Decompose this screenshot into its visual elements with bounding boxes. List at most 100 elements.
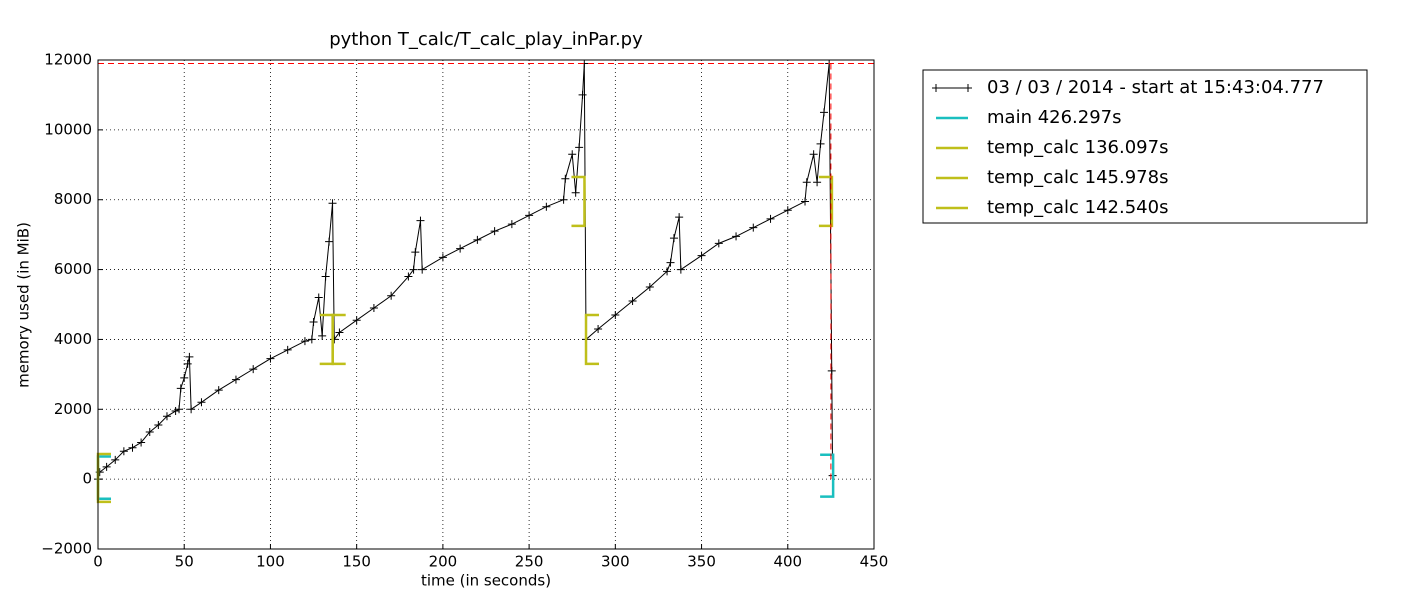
marker (176, 384, 185, 393)
marker (162, 412, 171, 421)
marker (666, 258, 675, 267)
x-tick-label: 50 (175, 553, 194, 571)
marker (801, 197, 810, 206)
marker (507, 220, 516, 229)
marker (575, 143, 584, 152)
legend-label: 03 / 03 / 2014 - start at 15:43:04.777 (987, 77, 1324, 98)
marker (409, 265, 418, 274)
y-tick-label: −2000 (41, 540, 92, 558)
function-bracket (820, 453, 835, 498)
marker (411, 248, 420, 257)
marker (266, 354, 275, 363)
y-tick-label: 2000 (54, 400, 92, 418)
marker (309, 317, 318, 326)
marker (568, 150, 577, 159)
marker (809, 150, 818, 159)
marker (675, 213, 684, 222)
marker (180, 373, 189, 382)
y-axis-label: memory used (in MiB) (15, 222, 33, 388)
marker (561, 174, 570, 183)
x-tick-label: 100 (256, 553, 285, 571)
function-bracket (571, 175, 586, 228)
marker (183, 359, 192, 368)
y-tick-label: 10000 (44, 120, 92, 138)
marker (697, 251, 706, 260)
marker (783, 206, 792, 215)
marker (102, 462, 111, 471)
marker (473, 235, 482, 244)
marker (749, 223, 758, 232)
marker (314, 293, 323, 302)
marker (352, 316, 361, 325)
marker (766, 214, 775, 223)
marker (827, 366, 836, 375)
marker (438, 253, 447, 262)
marker (369, 303, 378, 312)
x-tick-label: 300 (601, 553, 630, 571)
function-bracket (584, 313, 600, 366)
marker (300, 337, 309, 346)
marker (318, 331, 327, 340)
marker (325, 237, 334, 246)
marker (171, 407, 180, 416)
marker (418, 265, 427, 274)
marker (594, 324, 603, 333)
y-tick-label: 0 (82, 470, 92, 488)
x-axis-label: time (in seconds) (421, 572, 551, 590)
marker (187, 405, 196, 414)
marker (231, 375, 240, 384)
function-bracket (818, 175, 834, 228)
marker (816, 139, 825, 148)
legend-label: temp_calc 142.540s (987, 197, 1168, 218)
marker (119, 447, 128, 456)
marker (802, 178, 811, 187)
marker (676, 265, 685, 274)
function-bracket (96, 455, 111, 500)
memory-line (97, 63, 834, 480)
x-tick-label: 450 (860, 553, 889, 571)
legend-label: temp_calc 136.097s (987, 137, 1168, 158)
marker (611, 310, 620, 319)
marker (542, 202, 551, 211)
y-tick-label: 8000 (54, 190, 92, 208)
marker (111, 455, 120, 464)
x-tick-label: 350 (687, 553, 716, 571)
marker (404, 272, 413, 281)
marker (175, 405, 184, 414)
marker (813, 178, 822, 187)
marker (416, 216, 425, 225)
marker (628, 297, 637, 306)
marker (578, 90, 587, 99)
marker (456, 244, 465, 253)
marker (571, 188, 580, 197)
marker (714, 239, 723, 248)
marker (197, 398, 206, 407)
marker (185, 352, 194, 361)
marker (214, 386, 223, 395)
legend-label: temp_calc 145.978s (987, 167, 1168, 188)
legend-label: main 426.297s (987, 107, 1122, 128)
function-bracket (331, 313, 346, 366)
legend-marker (964, 84, 972, 92)
marker (335, 328, 344, 337)
marker (645, 283, 654, 292)
x-tick-label: 400 (773, 553, 802, 571)
marker (328, 199, 337, 208)
y-tick-label: 12000 (44, 51, 92, 69)
x-tick-label: 150 (342, 553, 371, 571)
legend-marker (932, 84, 940, 92)
marker (663, 267, 672, 276)
marker (249, 365, 258, 374)
x-tick-label: 200 (429, 553, 458, 571)
marker (732, 232, 741, 241)
marker (321, 272, 330, 281)
marker (669, 234, 678, 243)
marker (145, 427, 154, 436)
marker (128, 443, 137, 452)
y-tick-label: 6000 (54, 260, 92, 278)
marker (559, 195, 568, 204)
x-tick-label: 250 (515, 553, 544, 571)
marker (490, 227, 499, 236)
y-tick-label: 4000 (54, 330, 92, 348)
